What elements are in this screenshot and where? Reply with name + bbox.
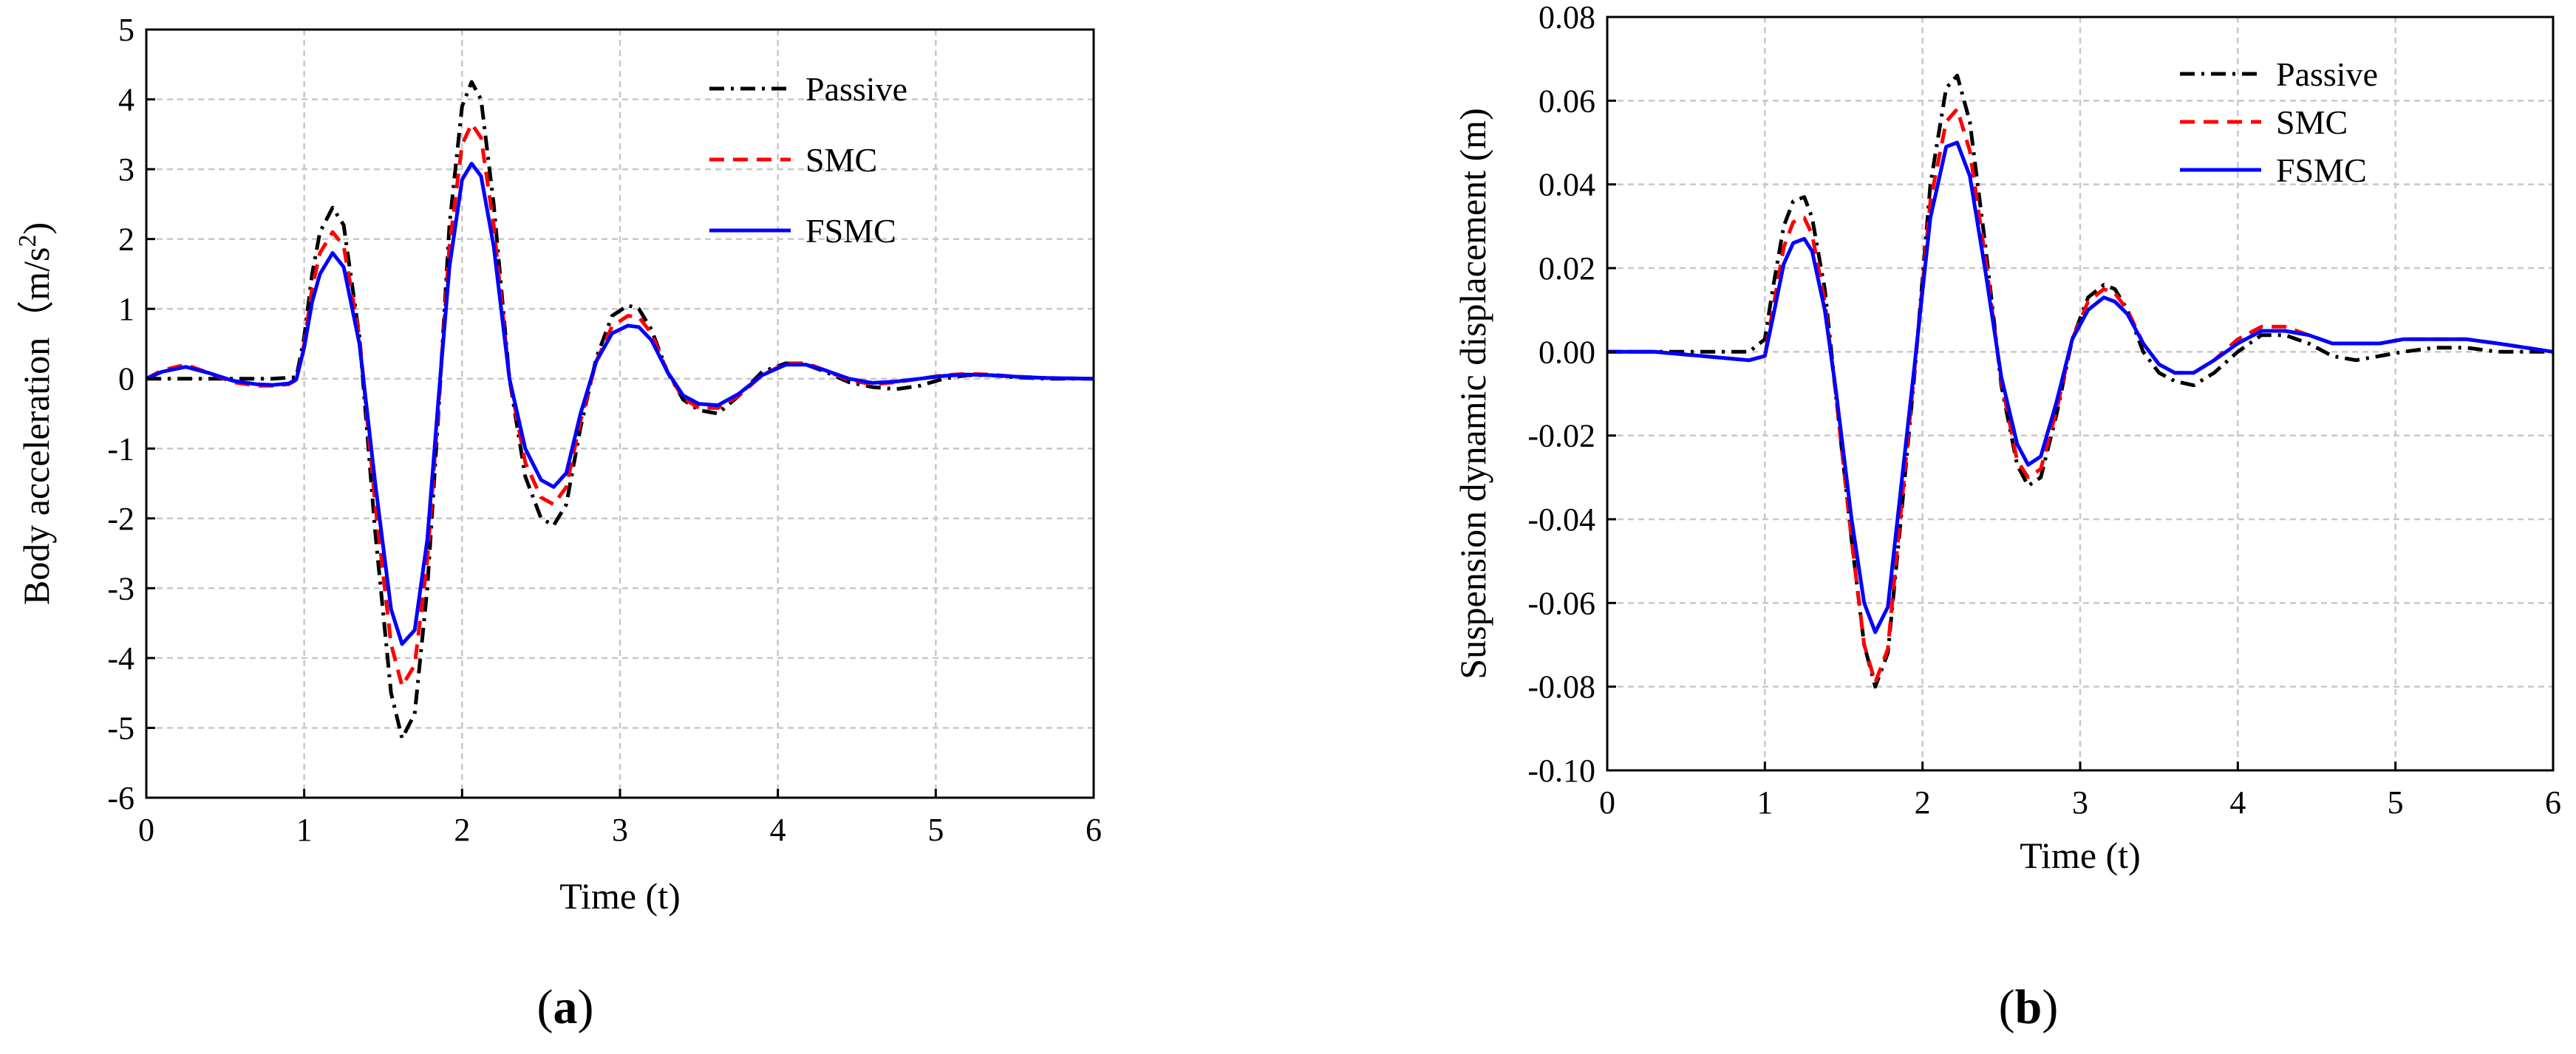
panel-a-ytick-label: -3 <box>107 570 134 606</box>
panel-a-ytick-label: -2 <box>107 501 134 537</box>
panel-a-xtick-label: 3 <box>612 812 628 848</box>
panel-a-ytick-label: 3 <box>118 151 134 188</box>
panel-b-ytick-label: 0.02 <box>1539 250 1595 287</box>
panel-a-ytick-label: 1 <box>118 291 134 327</box>
panel-a-series-passive <box>146 80 1094 741</box>
panel-a-xtick-label: 2 <box>454 812 470 848</box>
panel-a-xtick-label: 6 <box>1086 812 1102 848</box>
panel-b-chart: 0 1 2 3 4 5 6 -0.10 -0.08 -0.06 -0.04 -0.02 0.00 0.02… <box>1452 0 2561 1034</box>
panel-a-ytick-label: 4 <box>118 82 134 118</box>
panel-b-xtick-label: 0 <box>1599 784 1615 821</box>
panel-b-ytick-label: 0.06 <box>1539 83 1595 119</box>
panel-b-caption-label: (b) <box>1999 980 2059 1034</box>
panel-a-ytick-label: -5 <box>107 710 134 746</box>
panel-a-ytick-label: 2 <box>118 222 134 258</box>
panel-a-legend-label-smc: SMC <box>805 141 877 179</box>
panel-b-legend-label-smc: SMC <box>2276 103 2348 141</box>
panel-b-ytick-label: 0.08 <box>1539 0 1595 35</box>
panel-b-ytick-label: -0.10 <box>1527 753 1595 789</box>
panel-a-chart: 0 1 2 3 4 5 6 -6 -5 -4 -3 -2 -1 0 1 2 3 4 5 Time (t) Body ac… <box>14 12 1103 1034</box>
panel-a-xtick-label: 1 <box>296 812 313 848</box>
panel-a-legend-label-fsmc: FSMC <box>805 212 896 250</box>
panel-b-ytick-label: -0.04 <box>1527 502 1595 538</box>
panel-a-xtick-label: 4 <box>770 812 786 848</box>
panel-b-yaxis-label: Suspension dynamic displacement (m) <box>1452 108 1493 679</box>
panel-b-ytick-label: 0.04 <box>1539 167 1595 203</box>
panel-b-xtick-label: 6 <box>2545 784 2561 821</box>
panel-b-ytick-label: -0.02 <box>1527 418 1595 454</box>
panel-b-legend-label-passive: Passive <box>2276 55 2378 93</box>
panel-a-ytick-label: -6 <box>107 780 134 816</box>
panel-b-ytick-label: 0.00 <box>1539 334 1595 370</box>
panel-b-series-passive <box>1607 73 2553 689</box>
panel-b-xtick-label: 1 <box>1756 784 1773 821</box>
panel-b-ytick-label: -0.08 <box>1527 669 1595 705</box>
panel-a-xaxis-label: Time (t) <box>559 875 680 917</box>
panel-b-xtick-label: 2 <box>1915 784 1931 821</box>
panel-b-xtick-label: 3 <box>2072 784 2088 821</box>
panel-b-ytick-label: -0.06 <box>1527 585 1595 621</box>
panel-a-series-fsmc <box>145 162 1094 646</box>
panel-a-ytick-label: -1 <box>107 431 134 467</box>
panel-a-legend-label-passive: Passive <box>805 70 907 108</box>
panel-a-ytick-label: 5 <box>118 12 134 48</box>
panel-b-series-fsmc <box>1607 140 2554 634</box>
panel-a-xtick-label: 0 <box>138 812 154 848</box>
panel-a-caption-label: (a) <box>537 980 594 1034</box>
panel-a-ytick-label: -4 <box>107 640 134 677</box>
panel-b-xaxis-label: Time (t) <box>2020 835 2140 876</box>
panel-b-xtick-label: 5 <box>2388 784 2404 821</box>
panel-b-legend-label-fsmc: FSMC <box>2276 151 2367 189</box>
panel-a-ytick-label: 0 <box>118 361 134 397</box>
panel-a-yaxis-label: Body acceleration（m/s2) <box>14 222 58 605</box>
panel-a-xtick-label: 5 <box>927 812 944 848</box>
panel-b-xtick-label: 4 <box>2229 784 2246 821</box>
